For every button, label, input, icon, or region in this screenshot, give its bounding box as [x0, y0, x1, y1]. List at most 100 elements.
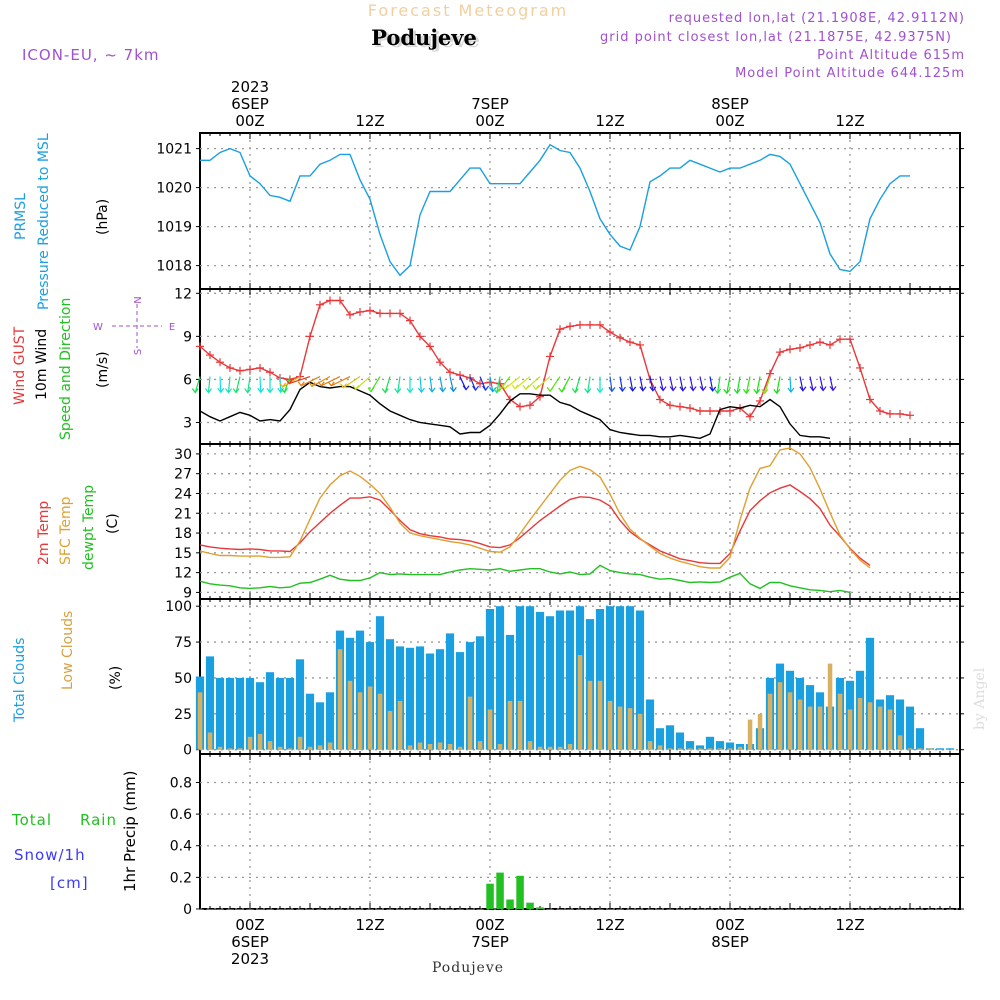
snow-label: Snow/1h	[14, 846, 86, 864]
bar-total-rain	[216, 909, 224, 910]
bar-total-clouds	[235, 677, 245, 750]
bar-total-rain	[406, 909, 414, 910]
bottom-time-label: 12Z	[355, 916, 384, 934]
bar-total-clouds	[705, 736, 715, 750]
top-time-label: 7SEP	[471, 95, 509, 113]
bar-total-rain	[596, 909, 604, 910]
wind-arrow	[194, 376, 201, 393]
y-tick-label: 21	[174, 506, 192, 522]
bar-total-clouds	[655, 728, 665, 750]
bar-total-rain	[556, 909, 564, 910]
bar-low-clouds	[297, 736, 303, 750]
bar-total-clouds	[385, 639, 395, 750]
wind-arrow	[649, 376, 654, 391]
bar-total-rain	[306, 909, 314, 910]
wind-arrow	[619, 376, 624, 392]
bar-low-clouds	[357, 692, 363, 750]
wind-arrow	[609, 376, 613, 392]
bar-low-clouds	[267, 741, 273, 750]
wind-arrowhead	[699, 386, 707, 392]
bar-total-rain	[536, 907, 544, 909]
y-tick-label: 18	[174, 526, 192, 542]
bar-total-rain	[876, 909, 884, 910]
bar-total-clouds	[915, 728, 925, 750]
bar-low-clouds	[897, 735, 903, 750]
wind-arrowhead	[217, 387, 225, 394]
wind-arrowhead	[501, 384, 509, 390]
bar-low-clouds	[617, 706, 623, 750]
wind-arrowhead	[761, 389, 769, 395]
bar-total-clouds	[355, 630, 365, 750]
compass-icon: N S W E	[93, 296, 175, 355]
bar-total-clouds	[485, 609, 495, 750]
panel-precipitation: 0 0.2 0.4 0.6 0.8	[170, 753, 964, 918]
wind-arrowhead	[511, 384, 519, 390]
wind-arrow	[819, 376, 824, 391]
pressure-panel-labels: PRMSL Pressure Reduced to MSL (hPa)	[13, 133, 111, 310]
model-altitude: Model Point Altitude 644.125m	[735, 66, 965, 81]
bar-low-clouds	[797, 699, 803, 750]
wind-arrow	[311, 376, 331, 387]
bar-low-clouds	[237, 748, 243, 750]
bar-total-rain	[786, 909, 794, 910]
bar-total-rain	[446, 909, 454, 910]
wind-arrowhead	[714, 388, 722, 395]
bar-low-clouds	[667, 748, 673, 750]
bar-low-clouds	[437, 742, 443, 750]
bar-total-clouds	[535, 611, 545, 750]
bar-total-rain	[206, 909, 214, 910]
y-tick-label: 9	[183, 585, 192, 601]
pressure-unit: (hPa)	[95, 199, 111, 235]
wind-arrow	[384, 376, 391, 393]
bar-total-rain	[456, 909, 464, 910]
wind-arrowhead	[367, 387, 375, 393]
top-time-label: 00Z	[235, 112, 264, 130]
bar-total-rain	[286, 909, 294, 910]
bar-low-clouds	[777, 682, 783, 750]
y-tick-label: 9	[183, 329, 192, 345]
wind-arrowhead	[742, 388, 750, 395]
pressure-label: Pressure Reduced to MSL	[36, 133, 52, 310]
bar-low-clouds	[387, 710, 393, 750]
bar-total-clouds	[425, 653, 435, 750]
wind-arrow	[320, 376, 341, 387]
bar-low-clouds	[637, 713, 643, 750]
wind-arrow	[799, 376, 804, 391]
wind-arrow	[469, 376, 477, 391]
plot-area: 1018 1019 1020 1021 3 6 9 12 9 12 15 18 21 24 27 30 0 25 5…	[156, 78, 964, 968]
wind-panel-labels: Wind GUST 10m Wind Speed and Direction (…	[12, 296, 175, 440]
bar-total-rain	[476, 909, 484, 910]
bar-total-rain	[296, 909, 304, 910]
bar-total-clouds	[285, 677, 295, 750]
bar-total-clouds	[295, 659, 305, 750]
y-tick-label: 75	[174, 635, 192, 651]
bar-low-clouds	[907, 748, 913, 750]
bar-total-rain	[506, 899, 514, 909]
bar-total-clouds	[395, 646, 405, 750]
bar-total-clouds	[595, 609, 605, 750]
bar-total-clouds	[635, 610, 645, 750]
bar-total-rain	[826, 909, 834, 910]
bar-low-clouds	[717, 748, 723, 750]
wind-arrowhead	[689, 386, 697, 392]
top-time-label: 12Z	[595, 112, 624, 130]
bar-total-clouds	[305, 693, 315, 750]
bar-total-clouds	[265, 672, 275, 750]
panel-frame	[199, 753, 961, 910]
wind-arrow	[514, 376, 531, 390]
bar-total-clouds	[715, 741, 725, 750]
sfc-temp-label: SFC Temp	[58, 496, 74, 565]
wind-arrowhead	[266, 388, 274, 394]
y-tick-label: 12	[174, 566, 192, 582]
wind-arrow	[756, 376, 761, 394]
bar-low-clouds	[397, 700, 403, 750]
bar-total-rain	[226, 909, 234, 910]
bar-low-clouds	[577, 655, 583, 750]
wind-arrowhead	[584, 388, 592, 394]
wind-arrowhead	[339, 383, 347, 389]
wind-arrow	[397, 376, 401, 393]
bar-low-clouds	[377, 693, 383, 750]
bar-total-rain	[336, 909, 344, 910]
top-time-label: 2023	[231, 78, 269, 96]
rain-label: Rain	[80, 811, 117, 829]
